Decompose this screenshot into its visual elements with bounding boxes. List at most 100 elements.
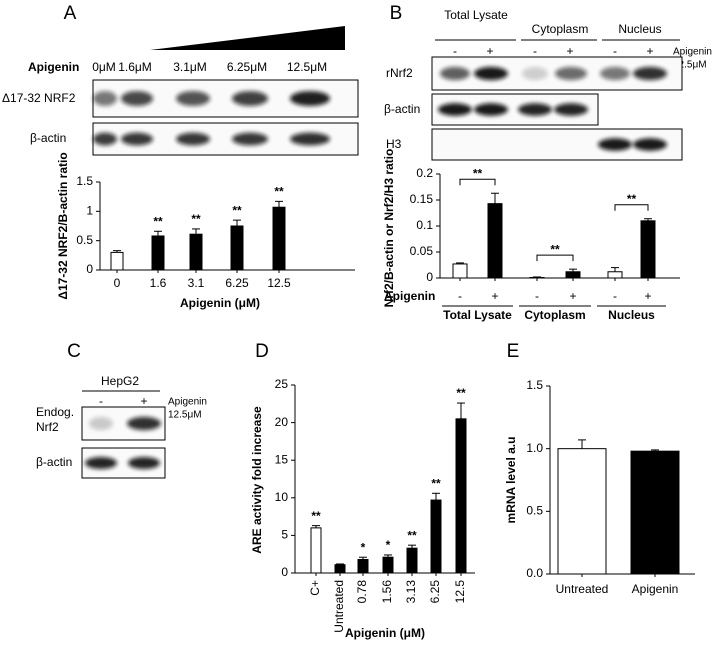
blot-band bbox=[522, 66, 548, 81]
y-axis-label: Δ17-32 NRF2/B-actin ratio bbox=[56, 152, 70, 299]
panel-label: B bbox=[390, 3, 403, 24]
bar bbox=[230, 225, 244, 271]
y-tick-label: 1.5 bbox=[76, 174, 93, 188]
bar bbox=[529, 276, 545, 279]
lane-label: + bbox=[646, 44, 653, 58]
y-axis-label: mRNA level a.u bbox=[504, 437, 518, 524]
x-tick-label: 3.13 bbox=[404, 580, 418, 604]
lane-label: 6.25μM bbox=[227, 60, 267, 74]
blot-band bbox=[440, 66, 470, 81]
significance-bracket bbox=[459, 178, 496, 186]
blot-row-label: β-actin bbox=[36, 455, 72, 469]
x-tick-label: 6.25 bbox=[225, 276, 249, 290]
bar bbox=[565, 271, 581, 279]
blot-band bbox=[128, 457, 160, 469]
lane-label: + bbox=[486, 44, 493, 58]
x-tick-label: 0.78 bbox=[355, 580, 369, 604]
blot-band bbox=[518, 103, 552, 116]
lane-label: 1.6μM bbox=[118, 60, 152, 74]
x-tick-label: 0 bbox=[114, 276, 121, 290]
bar bbox=[487, 203, 503, 279]
bar bbox=[189, 233, 203, 271]
x-tick-label: + bbox=[644, 289, 651, 303]
x-tick-label: 1.56 bbox=[380, 580, 394, 604]
blot-band bbox=[93, 91, 117, 106]
significance-label: ** bbox=[550, 242, 560, 256]
lane-label: + bbox=[566, 44, 573, 58]
lane-label: + bbox=[140, 394, 147, 408]
y-tick-label: 0.15 bbox=[410, 192, 434, 206]
x-tick-label: 12.5 bbox=[267, 276, 291, 290]
dose-label: 12.5μM bbox=[168, 410, 202, 421]
blot-band bbox=[598, 138, 632, 151]
bar bbox=[406, 547, 418, 574]
bar bbox=[310, 527, 322, 574]
x-tick-label: Untreated bbox=[556, 582, 609, 596]
significance-bracket bbox=[536, 254, 574, 262]
x-tick-label: + bbox=[491, 289, 498, 303]
significance-label: ** bbox=[232, 203, 242, 217]
significance-label: ** bbox=[191, 212, 201, 226]
blot-row-label: β-actin bbox=[30, 131, 66, 145]
treatment-label: Apigenin bbox=[168, 397, 207, 408]
blot-header: Nucleus bbox=[618, 22, 661, 36]
blot-band bbox=[600, 66, 630, 81]
blot-band bbox=[176, 132, 210, 146]
y-tick-label: 0.5 bbox=[526, 504, 543, 518]
bar bbox=[430, 499, 442, 574]
blot-band bbox=[127, 416, 161, 431]
x-axis-label: Apigenin (μM) bbox=[180, 296, 260, 310]
blot-band bbox=[633, 66, 667, 81]
x-tick-label: 1.6 bbox=[150, 276, 167, 290]
group-label: Cytoplasm bbox=[524, 308, 585, 322]
y-axis-label: ARE activity fold increase bbox=[250, 406, 264, 554]
significance-label: ** bbox=[407, 528, 417, 542]
blot-band bbox=[290, 132, 330, 146]
y-tick-label: 25 bbox=[275, 377, 289, 391]
y-axis-label: Nrf2/B-actin or Nrf2/H3 ratio bbox=[382, 149, 396, 308]
blot-band bbox=[474, 66, 508, 81]
blot-band bbox=[555, 66, 587, 81]
bar bbox=[272, 206, 286, 271]
significance-label: ** bbox=[274, 185, 284, 199]
bar bbox=[151, 235, 165, 271]
significance-label: ** bbox=[473, 166, 483, 180]
y-tick-label: 15 bbox=[275, 452, 289, 466]
group-label: Total Lysate bbox=[443, 308, 512, 322]
significance-label: * bbox=[361, 540, 366, 554]
blot-band bbox=[89, 416, 113, 431]
x-row-label: Apigenin bbox=[384, 289, 435, 303]
y-tick-label: 10 bbox=[275, 490, 289, 504]
blot-band bbox=[121, 132, 153, 146]
treatment-label: Apigenin bbox=[28, 60, 79, 74]
significance-bracket bbox=[614, 204, 649, 211]
y-tick-label: 5 bbox=[281, 528, 288, 542]
blot-row-label: Nrf2 bbox=[36, 420, 59, 434]
lane-label: - bbox=[99, 394, 103, 408]
bar bbox=[452, 263, 468, 279]
bar bbox=[630, 450, 680, 575]
x-axis-label: Apigenin (μM) bbox=[345, 626, 425, 640]
significance-label: * bbox=[386, 538, 391, 552]
panel-label: C bbox=[67, 341, 81, 362]
lane-label: - bbox=[613, 44, 617, 58]
significance-label: ** bbox=[153, 214, 163, 228]
panel-label: A bbox=[64, 3, 77, 24]
x-tick-label: - bbox=[535, 289, 539, 303]
blot-header: Total Lysate bbox=[444, 8, 508, 22]
dose-triangle bbox=[150, 26, 345, 50]
y-tick-label: 0.2 bbox=[416, 166, 433, 180]
y-tick-label: 1 bbox=[86, 204, 93, 218]
blot-band bbox=[121, 91, 153, 106]
bar bbox=[607, 271, 623, 279]
y-tick-label: 0.0 bbox=[526, 566, 543, 580]
significance-label: ** bbox=[431, 476, 441, 490]
panel-label: E bbox=[507, 341, 520, 362]
lane-label: 12.5μM bbox=[287, 60, 327, 74]
y-tick-label: 0.05 bbox=[410, 244, 434, 258]
blot-row-label: Endog. bbox=[36, 405, 74, 419]
blot-row-label: Δ17-32 NRF2 bbox=[2, 91, 76, 105]
y-tick-label: 0.5 bbox=[76, 233, 93, 247]
group-label: Nucleus bbox=[608, 308, 655, 322]
